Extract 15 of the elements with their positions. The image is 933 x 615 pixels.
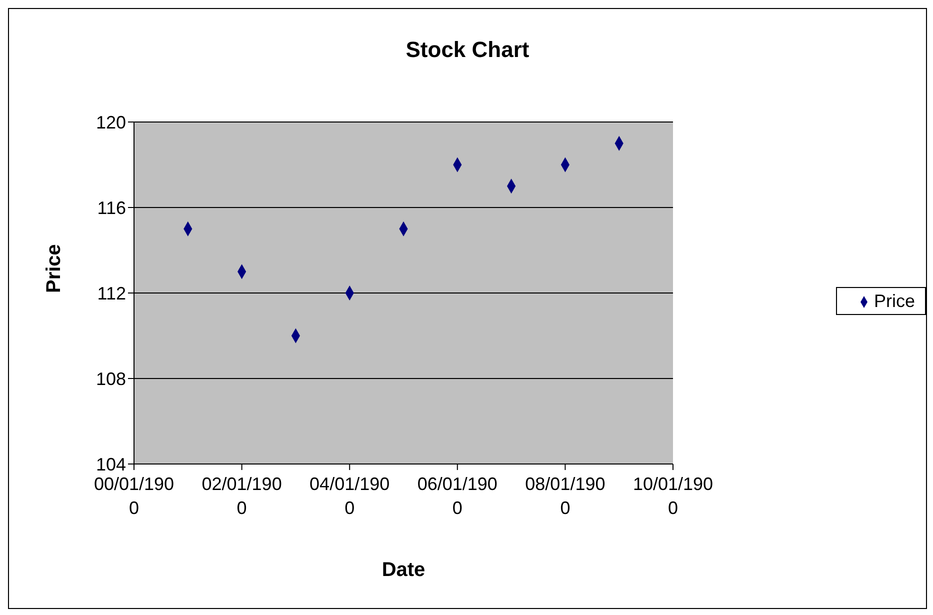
y-tick-label: 116 — [97, 198, 126, 218]
legend-label: Price — [874, 291, 915, 311]
y-tick-label: 120 — [96, 112, 126, 132]
x-tick-label: 08/01/1900 — [525, 474, 606, 518]
chart-title: Stock Chart — [404, 37, 530, 63]
x-tick-label: 10/01/1900 — [632, 474, 714, 518]
x-tick-label: 02/01/1900 — [202, 474, 282, 518]
x-axis-title: Date — [382, 559, 426, 581]
y-tick-label: 112 — [97, 283, 126, 304]
x-tick-label: 00/01/1900 — [94, 474, 174, 518]
x-tick-label: 04/01/1900 — [310, 474, 390, 518]
x-tick-label: 06/01/1900 — [417, 474, 498, 518]
y-tick-label: 104 — [96, 454, 126, 474]
y-tick-label: 108 — [96, 368, 126, 389]
y-axis-title: Price — [43, 244, 66, 293]
